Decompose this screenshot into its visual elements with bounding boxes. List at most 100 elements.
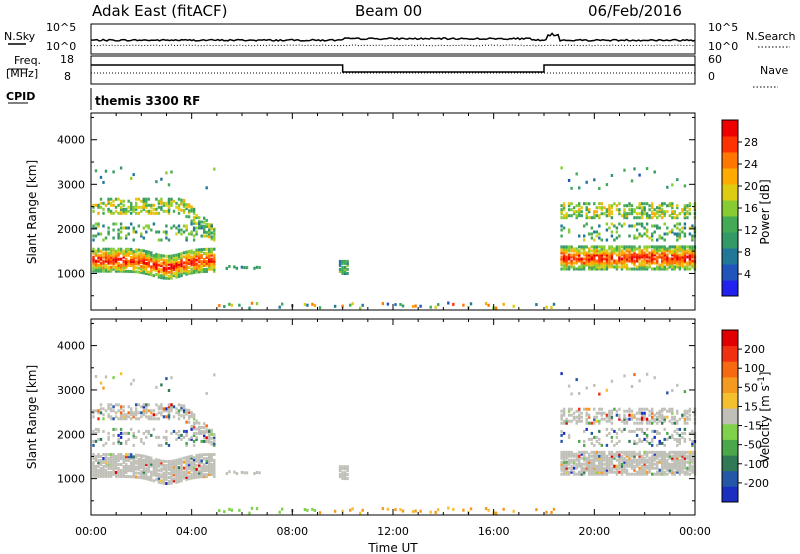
velocity-cell (615, 450, 619, 454)
power-cell (92, 203, 95, 207)
power-cell (205, 269, 208, 273)
velocity-cell (142, 413, 145, 417)
power-cell (170, 262, 173, 266)
velocity-cell (155, 385, 158, 389)
power-cell (109, 259, 113, 263)
noise-strip-frame (90, 23, 696, 55)
velocity-cell (668, 466, 671, 470)
velocity-cell (127, 465, 130, 469)
power-cell (137, 197, 140, 201)
velocity-cell (140, 458, 143, 462)
power-cell (681, 259, 684, 263)
power-cell (625, 204, 629, 208)
power-cell (109, 249, 113, 253)
power-cell (678, 232, 681, 236)
power-cell (114, 257, 118, 261)
velocity-cell (361, 508, 364, 512)
velocity-cell (640, 417, 644, 421)
velocity-cell (651, 464, 654, 468)
velocity-cell (588, 470, 591, 474)
velocity-cell (673, 417, 676, 421)
velocity-cell (658, 454, 661, 458)
power-cell (205, 261, 208, 265)
x-tick-label: 16:00 (478, 525, 510, 538)
power-cell (598, 263, 601, 267)
velocity-cell (630, 458, 634, 462)
power-cell (562, 267, 566, 271)
power-cell (588, 253, 591, 257)
velocity-cell (165, 437, 168, 441)
colorbar-swatch (722, 168, 738, 185)
power-cell (155, 262, 158, 266)
power-cell (663, 253, 666, 257)
power-cell (562, 247, 566, 251)
velocity-cell (167, 417, 171, 421)
velocity-cell (185, 420, 188, 424)
n-sky-tick-top: 10^5 (46, 21, 76, 34)
velocity-cell (615, 452, 619, 456)
power-cell (686, 251, 689, 255)
velocity-cell (512, 509, 515, 513)
velocity-cell (567, 435, 571, 439)
power-cell (585, 263, 588, 267)
power-cell (681, 265, 684, 269)
power-cell (560, 247, 563, 251)
velocity-cell (208, 465, 211, 468)
velocity-cell (150, 462, 153, 466)
power-cell (160, 268, 163, 272)
power-cell (130, 205, 133, 209)
x-tick-label: 12:00 (377, 525, 409, 538)
power-cell (663, 210, 666, 214)
power-cell (150, 259, 153, 263)
velocity-cell (562, 431, 566, 435)
power-cell (132, 268, 135, 272)
freq-strip: Freq. [MHz] 18 8 60 0 Nave (6, 53, 788, 88)
velocity-cell (137, 453, 140, 457)
power-y-axis-label: Slant Range [km] (25, 160, 39, 264)
velocity-cell (618, 454, 621, 458)
power-cell (688, 202, 692, 206)
power-cell (623, 251, 626, 255)
power-cell (97, 259, 100, 263)
power-cell (97, 269, 100, 273)
velocity-cell (160, 469, 163, 473)
power-cell (338, 267, 342, 271)
velocity-cell (550, 511, 553, 514)
velocity-cell (645, 472, 649, 476)
power-cell (590, 257, 593, 261)
power-cell (157, 230, 161, 234)
velocity-cell (122, 413, 125, 417)
power-cell (250, 301, 254, 305)
velocity-cell (656, 429, 659, 433)
power-cell (590, 255, 593, 259)
power-cell (671, 263, 674, 267)
velocity-cell (608, 419, 611, 423)
velocity-cell (610, 435, 614, 439)
power-cell (613, 224, 616, 228)
power-cell (673, 212, 676, 216)
power-cell (125, 259, 128, 263)
power-cell (210, 263, 213, 267)
velocity-cell (177, 474, 181, 478)
velocity-cell (572, 452, 576, 456)
power-cell (668, 259, 671, 263)
power-cell (676, 178, 679, 182)
velocity-cell (673, 454, 676, 458)
velocity-cell (145, 477, 148, 481)
power-cell (668, 261, 671, 265)
power-cell (114, 269, 118, 273)
power-cell (122, 203, 125, 207)
velocity-cell (645, 417, 649, 421)
velocity-cell (565, 468, 568, 472)
velocity-cell (172, 405, 176, 409)
power-cell (683, 245, 687, 249)
velocity-cell (462, 508, 465, 512)
power-cell (112, 199, 115, 203)
velocity-cell (683, 437, 687, 441)
velocity-cell (633, 441, 636, 445)
velocity-cell (598, 460, 601, 464)
power-cell (198, 252, 201, 256)
power-cell (346, 259, 349, 263)
velocity-cell (92, 409, 95, 413)
velocity-cell (595, 435, 598, 439)
